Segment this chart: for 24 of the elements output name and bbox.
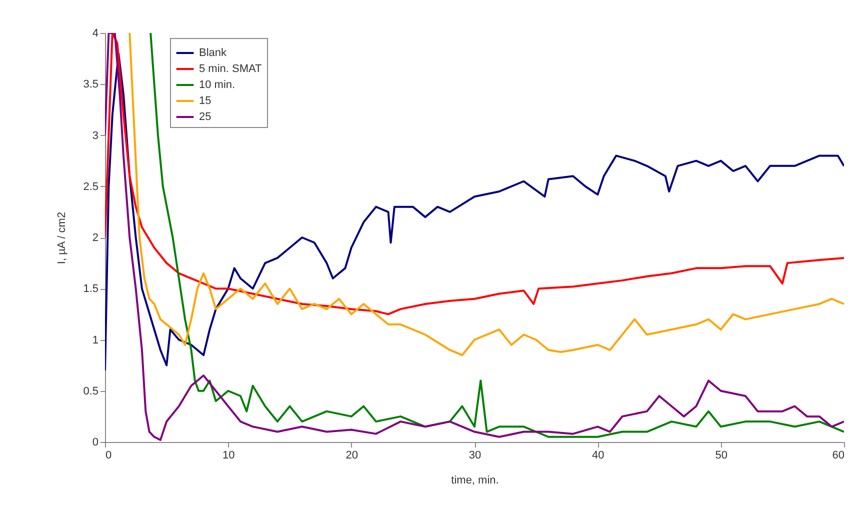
x-tick-label: 10 [222,450,235,462]
x-axis-title: time, min. [451,474,499,486]
y-tick-label: 3 [92,130,98,142]
y-tick-label: 4 [92,28,98,40]
y-tick-label: 1 [92,334,98,346]
x-tick-label: 50 [715,450,728,462]
legend-label: 15 [199,95,212,107]
legend-label: 25 [199,111,212,123]
y-tick-label: 3.5 [83,78,98,91]
x-tick-label: 30 [468,450,482,462]
x-tick-label: 0 [106,450,112,462]
y-tick-label: 1.5 [83,283,98,296]
y-tick-label: 2.5 [83,180,98,193]
y-axis-title: I, µA / cm2 [56,212,68,264]
y-tick-label: 2 [92,232,98,244]
y-tick-label: 0 [92,436,98,448]
legend-label: 10 min. [199,79,236,91]
legend-label: 5 min. SMAT [199,63,262,75]
y-tick-label: 0.5 [83,385,98,398]
x-tick-label: 20 [346,450,358,462]
line-series [105,33,844,316]
x-tick-label: 60 [832,450,844,462]
x-tick-label: 40 [592,450,604,462]
legend-label: Blank [199,47,228,59]
